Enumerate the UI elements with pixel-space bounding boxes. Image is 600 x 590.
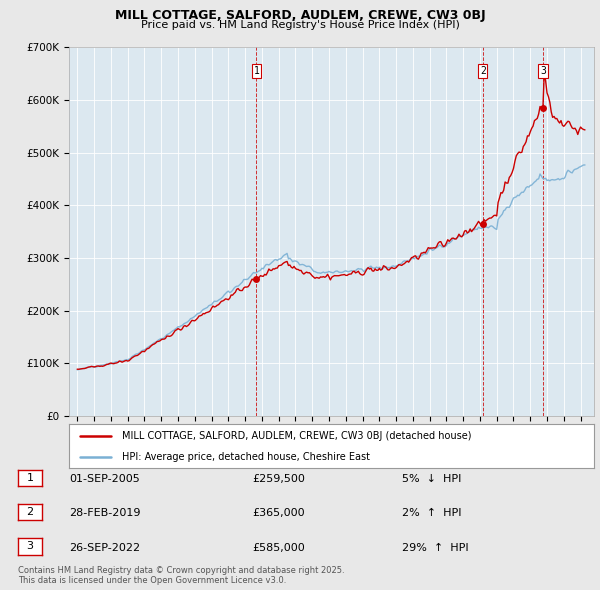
Text: £585,000: £585,000 <box>252 543 305 552</box>
Text: MILL COTTAGE, SALFORD, AUDLEM, CREWE, CW3 0BJ (detached house): MILL COTTAGE, SALFORD, AUDLEM, CREWE, CW… <box>121 431 471 441</box>
Text: 2: 2 <box>26 507 34 517</box>
Text: 2: 2 <box>480 66 486 76</box>
Text: 3: 3 <box>26 542 34 551</box>
Text: Contains HM Land Registry data © Crown copyright and database right 2025.
This d: Contains HM Land Registry data © Crown c… <box>18 566 344 585</box>
Text: 2%  ↑  HPI: 2% ↑ HPI <box>402 509 461 518</box>
Text: MILL COTTAGE, SALFORD, AUDLEM, CREWE, CW3 0BJ: MILL COTTAGE, SALFORD, AUDLEM, CREWE, CW… <box>115 9 485 22</box>
Text: HPI: Average price, detached house, Cheshire East: HPI: Average price, detached house, Ches… <box>121 452 370 462</box>
Text: 1: 1 <box>253 66 259 76</box>
Text: £259,500: £259,500 <box>252 474 305 484</box>
Text: 29%  ↑  HPI: 29% ↑ HPI <box>402 543 469 552</box>
Text: 01-SEP-2005: 01-SEP-2005 <box>69 474 140 484</box>
Text: 5%  ↓  HPI: 5% ↓ HPI <box>402 474 461 484</box>
Text: £365,000: £365,000 <box>252 509 305 518</box>
Text: 28-FEB-2019: 28-FEB-2019 <box>69 509 140 518</box>
Text: Price paid vs. HM Land Registry's House Price Index (HPI): Price paid vs. HM Land Registry's House … <box>140 20 460 30</box>
Text: 26-SEP-2022: 26-SEP-2022 <box>69 543 140 552</box>
Text: 3: 3 <box>540 66 546 76</box>
Text: 1: 1 <box>26 473 34 483</box>
